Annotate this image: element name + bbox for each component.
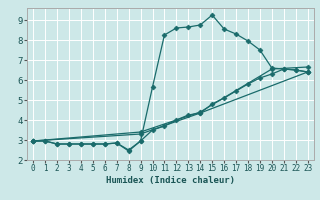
X-axis label: Humidex (Indice chaleur): Humidex (Indice chaleur) [106, 176, 235, 185]
